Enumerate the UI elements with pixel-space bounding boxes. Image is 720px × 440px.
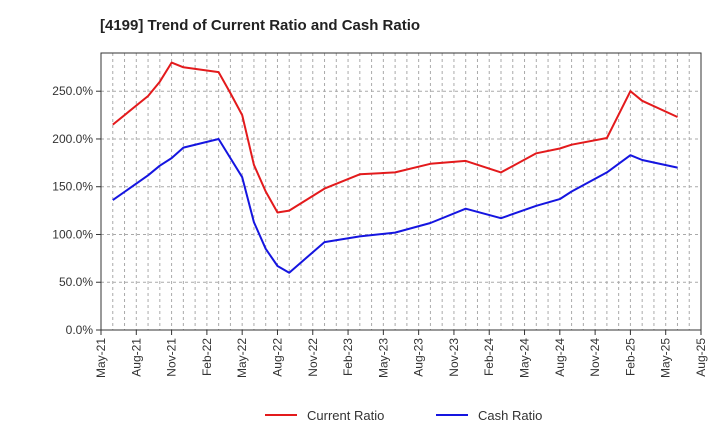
x-tick-label: Aug-23 [412, 338, 426, 377]
y-tick-label: 100.0% [52, 227, 93, 241]
chart-title: [4199] Trend of Current Ratio and Cash R… [100, 17, 420, 34]
x-tick-label: May-21 [94, 338, 108, 378]
x-tick-label: Nov-21 [165, 338, 179, 377]
x-tick-label: Feb-25 [623, 338, 637, 376]
x-tick-label: Aug-24 [553, 338, 567, 377]
x-tick-label: Aug-25 [694, 338, 708, 377]
plot-frame [100, 52, 702, 331]
x-tick-label: May-24 [518, 338, 532, 378]
x-tick-label: May-22 [235, 338, 249, 378]
x-tick-label: Nov-22 [306, 338, 320, 377]
x-tick-label: May-23 [376, 338, 390, 378]
legend-label-current-ratio: Current Ratio [307, 408, 384, 423]
series-line-cash-ratio [112, 138, 678, 274]
x-tick-label: May-25 [659, 338, 673, 378]
x-tick-label: Nov-23 [447, 338, 461, 377]
x-tick-label: Feb-24 [482, 338, 496, 376]
y-tick-label: 50.0% [59, 275, 93, 289]
plot-area [101, 53, 701, 330]
x-tick-label: Nov-24 [588, 338, 602, 377]
x-tick-label: Feb-22 [200, 338, 214, 376]
y-tick-label: 200.0% [52, 132, 93, 146]
legend-label-cash-ratio: Cash Ratio [478, 408, 542, 423]
y-tick-label: 0.0% [66, 323, 94, 337]
x-tick-label: Aug-21 [129, 338, 143, 377]
x-tick-label: Feb-23 [341, 338, 355, 376]
y-tick-label: 150.0% [52, 180, 93, 194]
y-tick-label: 250.0% [52, 84, 93, 98]
x-tick-label: Aug-22 [270, 338, 284, 377]
series-line-current-ratio [112, 61, 678, 214]
